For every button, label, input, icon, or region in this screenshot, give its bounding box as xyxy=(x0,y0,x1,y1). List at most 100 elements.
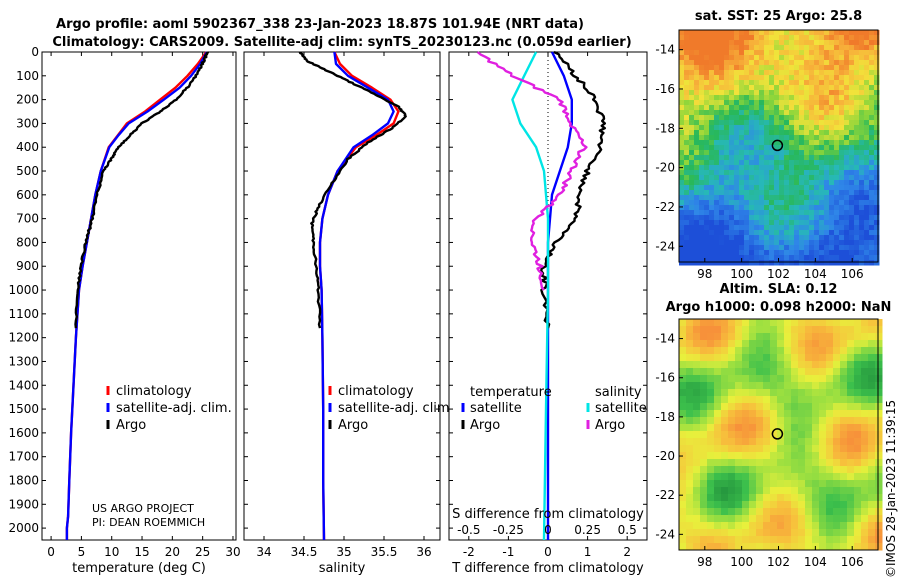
map-cell xyxy=(719,205,725,211)
map-cell xyxy=(754,40,760,46)
map-cell xyxy=(799,250,805,256)
map-cell xyxy=(735,375,743,383)
map-cell xyxy=(769,160,775,166)
map-cell xyxy=(686,403,694,411)
map-cell xyxy=(724,150,730,156)
map-cell xyxy=(679,215,685,221)
map-cell xyxy=(844,260,850,266)
map-cell xyxy=(699,250,705,256)
map-cell xyxy=(707,319,715,327)
map-cell xyxy=(864,150,870,156)
map-cell xyxy=(749,95,755,101)
y-tick-label: 100 xyxy=(16,69,39,83)
map-cell xyxy=(789,65,795,71)
map-cell xyxy=(839,205,845,211)
map-cell xyxy=(804,95,810,101)
map-cell xyxy=(739,145,745,151)
map-cell xyxy=(812,459,820,467)
map-cell xyxy=(812,319,820,327)
map-cell xyxy=(704,150,710,156)
map-cell xyxy=(809,110,815,116)
map-cell xyxy=(709,220,715,226)
map-cell xyxy=(689,165,695,171)
map-cell xyxy=(728,487,736,495)
map-cell xyxy=(854,145,860,151)
map-cell xyxy=(694,145,700,151)
map-cell xyxy=(791,340,799,348)
map-cell xyxy=(777,382,785,390)
y-tick-label: 1000 xyxy=(8,283,39,297)
map-cell xyxy=(833,403,841,411)
map-cell xyxy=(686,494,694,502)
map-cell xyxy=(699,210,705,216)
map-cell xyxy=(714,135,720,141)
map-cell xyxy=(849,230,855,236)
map-cell xyxy=(744,120,750,126)
map-cell xyxy=(849,155,855,161)
map-cell xyxy=(742,508,750,516)
map-cell xyxy=(754,240,760,246)
map-cell xyxy=(824,225,830,231)
map-cell xyxy=(754,130,760,136)
map-cell xyxy=(809,145,815,151)
map-cell xyxy=(684,95,690,101)
map-cell xyxy=(784,375,792,383)
map-cell xyxy=(791,480,799,488)
map-cell xyxy=(834,40,840,46)
map-cell xyxy=(784,389,792,397)
map-cell xyxy=(784,95,790,101)
map-cell xyxy=(819,319,827,327)
map-cell xyxy=(709,85,715,91)
map-cell xyxy=(804,245,810,251)
map-cell xyxy=(791,543,799,551)
map-cell xyxy=(849,260,855,266)
map-cell xyxy=(774,45,780,51)
map-cell xyxy=(679,125,685,131)
map-cell xyxy=(875,445,883,453)
map-cell xyxy=(844,205,850,211)
map-cell xyxy=(769,65,775,71)
map-cell xyxy=(847,452,855,460)
map-cell xyxy=(804,220,810,226)
map-cell xyxy=(689,240,695,246)
map-cell xyxy=(868,536,876,544)
map-cell xyxy=(679,145,685,151)
map-cell xyxy=(714,170,720,176)
map-cell xyxy=(826,382,834,390)
map-cell xyxy=(729,140,735,146)
map-cell xyxy=(769,155,775,161)
map-cell xyxy=(814,180,820,186)
map-cell xyxy=(754,225,760,231)
map-cell xyxy=(826,515,834,523)
map-cell xyxy=(759,65,765,71)
map-cell xyxy=(834,125,840,131)
map-cell xyxy=(729,90,735,96)
map-cell xyxy=(839,125,845,131)
map-cell xyxy=(814,65,820,71)
map-cell xyxy=(779,95,785,101)
map-cell xyxy=(729,230,735,236)
map-cell xyxy=(679,210,685,216)
map-cell xyxy=(763,347,771,355)
map-cell xyxy=(686,459,694,467)
map-cell xyxy=(804,90,810,96)
map-cell xyxy=(689,85,695,91)
map-cell xyxy=(864,130,870,136)
map-cell xyxy=(754,245,760,251)
map-cell xyxy=(729,220,735,226)
map-cell xyxy=(849,235,855,241)
map-cell xyxy=(814,195,820,201)
map-cell xyxy=(694,250,700,256)
map-cell xyxy=(754,150,760,156)
map-cell xyxy=(834,115,840,121)
map-cell xyxy=(714,260,720,266)
map-cell xyxy=(824,145,830,151)
map-cell xyxy=(709,100,715,106)
map-cell xyxy=(826,347,834,355)
map-cell xyxy=(854,70,860,76)
map-cell xyxy=(707,417,715,425)
map-cell xyxy=(734,90,740,96)
map-cell xyxy=(714,175,720,181)
map-cell xyxy=(719,240,725,246)
map-cell xyxy=(693,319,701,327)
